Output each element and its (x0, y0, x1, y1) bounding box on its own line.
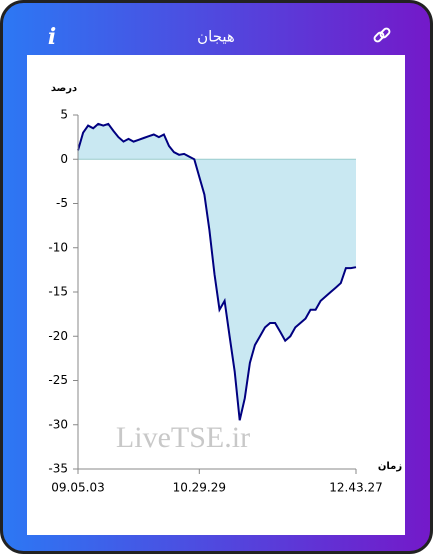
header-title: هیجان (197, 28, 235, 46)
y-tick-label: -5 (56, 196, 68, 210)
y-tick-label: 5 (60, 108, 68, 122)
area (78, 123, 356, 421)
y-tick-label: -35 (48, 462, 68, 476)
y-tick-label: -10 (48, 240, 68, 254)
link-button[interactable] (373, 27, 391, 43)
y-axis-label: درصد (51, 83, 77, 94)
info-button[interactable]: i (48, 24, 56, 50)
x-tick-label: 09.05.03 (51, 481, 104, 495)
y-tick-label: -25 (48, 373, 68, 387)
y-tick-label: -30 (48, 417, 68, 431)
y-tick-label: 0 (60, 152, 68, 166)
y-tick-label: -20 (48, 329, 68, 343)
content-panel (27, 55, 405, 535)
x-tick-label: 10.29.29 (173, 481, 226, 495)
x-tick-label: 12.43.27 (329, 481, 382, 495)
y-tick-label: -15 (48, 285, 68, 299)
watermark: LiveTSE.ir (116, 421, 250, 454)
x-axis-label: زمان (378, 461, 402, 472)
line (77, 122, 357, 421)
chart: 5 0 -5 -10 -15 -20 -25 -30 -35 09.05.03 10.29.29 12… (48, 83, 402, 495)
